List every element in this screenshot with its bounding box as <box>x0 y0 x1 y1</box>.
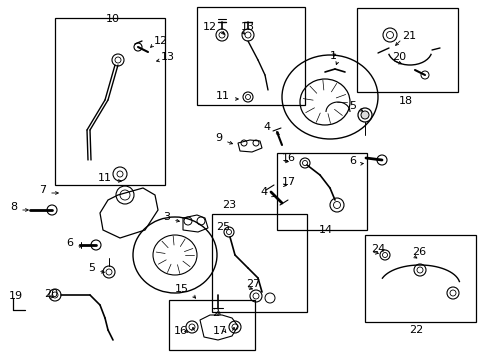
Bar <box>197 7 305 105</box>
Text: 25: 25 <box>216 222 230 232</box>
Text: 11: 11 <box>216 91 230 101</box>
Text: 10: 10 <box>106 14 120 24</box>
Bar <box>169 300 255 350</box>
Text: 19: 19 <box>9 291 23 301</box>
Text: 17: 17 <box>213 326 227 336</box>
Text: 21: 21 <box>402 31 416 41</box>
Bar <box>277 153 367 230</box>
Text: 27: 27 <box>246 279 260 289</box>
Text: 6: 6 <box>66 238 73 248</box>
Bar <box>55 18 165 185</box>
Bar <box>365 235 476 322</box>
Text: 4: 4 <box>264 122 271 132</box>
Bar <box>212 214 307 312</box>
Text: 20: 20 <box>392 52 406 62</box>
Text: 15: 15 <box>175 284 189 294</box>
Text: 26: 26 <box>412 247 426 257</box>
Text: 18: 18 <box>399 96 413 106</box>
Text: 6: 6 <box>349 156 356 166</box>
Text: 13: 13 <box>161 52 175 62</box>
Text: 22: 22 <box>409 325 423 335</box>
Text: 23: 23 <box>222 200 236 210</box>
Text: 24: 24 <box>371 244 385 254</box>
Circle shape <box>361 111 369 119</box>
Text: 20: 20 <box>44 289 58 299</box>
Bar <box>357 8 458 92</box>
Text: 13: 13 <box>241 22 255 32</box>
Text: 1: 1 <box>330 51 337 61</box>
Text: 9: 9 <box>215 133 222 143</box>
Text: 7: 7 <box>39 185 46 195</box>
Text: 17: 17 <box>282 177 296 187</box>
Text: 12: 12 <box>203 22 217 32</box>
Text: 2: 2 <box>213 308 220 318</box>
Text: 3: 3 <box>163 212 170 222</box>
Text: 14: 14 <box>319 225 333 235</box>
Text: 12: 12 <box>154 36 168 46</box>
Text: 8: 8 <box>10 202 17 212</box>
Text: 5: 5 <box>88 263 95 273</box>
Text: 5: 5 <box>349 101 356 111</box>
Text: 4: 4 <box>261 187 268 197</box>
Text: 16: 16 <box>174 326 188 336</box>
Text: 11: 11 <box>98 173 112 183</box>
Text: 16: 16 <box>282 153 296 163</box>
